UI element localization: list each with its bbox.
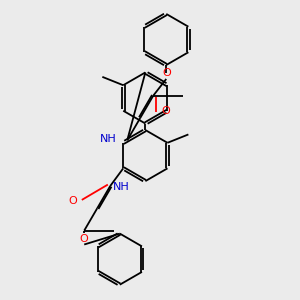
Text: O: O — [161, 106, 170, 116]
Text: O: O — [79, 234, 88, 244]
Text: O: O — [163, 68, 172, 78]
Text: O: O — [69, 196, 77, 206]
Text: NH: NH — [100, 134, 117, 144]
Text: NH: NH — [112, 182, 129, 192]
